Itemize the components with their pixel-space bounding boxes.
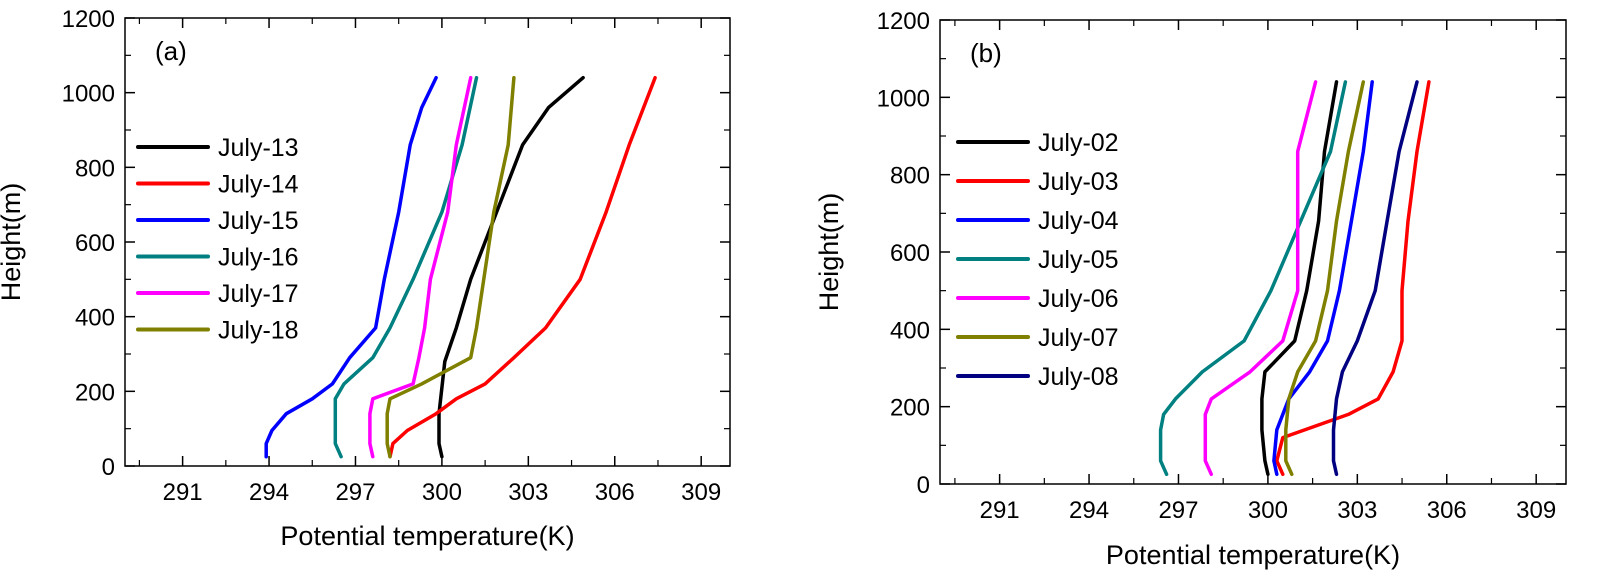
- y-axis-title: Height(m): [814, 193, 844, 312]
- legend-label: July-02: [1038, 129, 1119, 157]
- y-tick-label: 1000: [877, 85, 930, 112]
- series-line-july-14: [388, 75, 657, 459]
- legend-label: July-05: [1038, 246, 1119, 274]
- legend-label: July-15: [218, 207, 299, 235]
- x-tick-label: 294: [249, 479, 289, 506]
- series-line-july-08: [1331, 80, 1419, 477]
- y-tick-label: 600: [75, 230, 115, 257]
- y-tick-label: 1200: [62, 6, 115, 33]
- panel-label: (a): [155, 36, 187, 66]
- series-line-july-05: [1158, 80, 1348, 477]
- legend-label: July-06: [1038, 285, 1119, 313]
- x-tick-label: 309: [681, 479, 721, 506]
- legend-label: July-18: [218, 317, 299, 345]
- legend-label: July-17: [218, 280, 299, 308]
- legend: July-13 July-14 July-15 July-16 July-17 July-…: [136, 134, 299, 345]
- x-tick-label: 294: [1069, 497, 1109, 524]
- series-line-july-02: [1260, 80, 1339, 477]
- x-tick-label: 297: [335, 479, 375, 506]
- y-tick-label: 200: [890, 395, 930, 422]
- x-tick-label: 297: [1158, 497, 1198, 524]
- legend-label: July-14: [218, 171, 299, 199]
- x-tick-label: 303: [508, 479, 548, 506]
- y-tick-label: 1200: [877, 8, 930, 35]
- x-axis-title: Potential temperature(K): [1106, 540, 1400, 570]
- y-tick-label: 800: [75, 155, 115, 182]
- x-axis-title: Potential temperature(K): [280, 521, 574, 551]
- y-tick-label: 400: [75, 305, 115, 332]
- legend: July-02 July-03 July-04 July-05 July-06 July-…: [956, 129, 1119, 391]
- legend-label: July-08: [1038, 363, 1119, 391]
- series-line-july-17: [368, 75, 473, 459]
- y-tick-label: 0: [917, 472, 930, 499]
- x-tick-label: 300: [422, 479, 462, 506]
- series-line-july-06: [1203, 80, 1318, 477]
- chart-panel-b: 291 294 297 300 303 306 309 0 200 400 600 800 1000 12…: [814, 8, 1567, 570]
- x-tick-label: 306: [1427, 497, 1467, 524]
- y-tick-label: 600: [890, 240, 930, 267]
- series-line-july-13: [437, 75, 585, 459]
- series-line-july-03: [1275, 80, 1431, 477]
- series-line-july-18: [385, 75, 516, 459]
- legend-label: July-16: [218, 244, 299, 272]
- plot-frame: [939, 19, 1567, 485]
- legend-label: July-07: [1038, 324, 1119, 352]
- y-axis-title: Height(m): [0, 183, 26, 302]
- legend-label: July-04: [1038, 207, 1119, 235]
- series-line-july-07: [1284, 80, 1366, 477]
- y-tick-label: 0: [102, 454, 115, 481]
- series-line-july-04: [1272, 80, 1374, 477]
- series-line-july-16: [333, 75, 479, 459]
- chart-panel-a: 291 294 297 300 303 306 309 0 200 400 600 800 1000 12…: [0, 6, 731, 551]
- x-tick-label: 306: [595, 479, 635, 506]
- y-tick-label: 400: [890, 317, 930, 344]
- legend-label: July-13: [218, 134, 299, 162]
- x-tick-label: 303: [1337, 497, 1377, 524]
- y-tick-label: 800: [890, 163, 930, 190]
- x-tick-label: 291: [163, 479, 203, 506]
- legend-label: July-03: [1038, 168, 1119, 196]
- x-tick-label: 309: [1516, 497, 1556, 524]
- x-tick-label: 300: [1248, 497, 1288, 524]
- series-line-july-15: [264, 75, 438, 459]
- panel-label: (b): [970, 38, 1002, 68]
- y-tick-label: 1000: [62, 81, 115, 108]
- y-tick-label: 200: [75, 379, 115, 406]
- x-tick-label: 291: [980, 497, 1020, 524]
